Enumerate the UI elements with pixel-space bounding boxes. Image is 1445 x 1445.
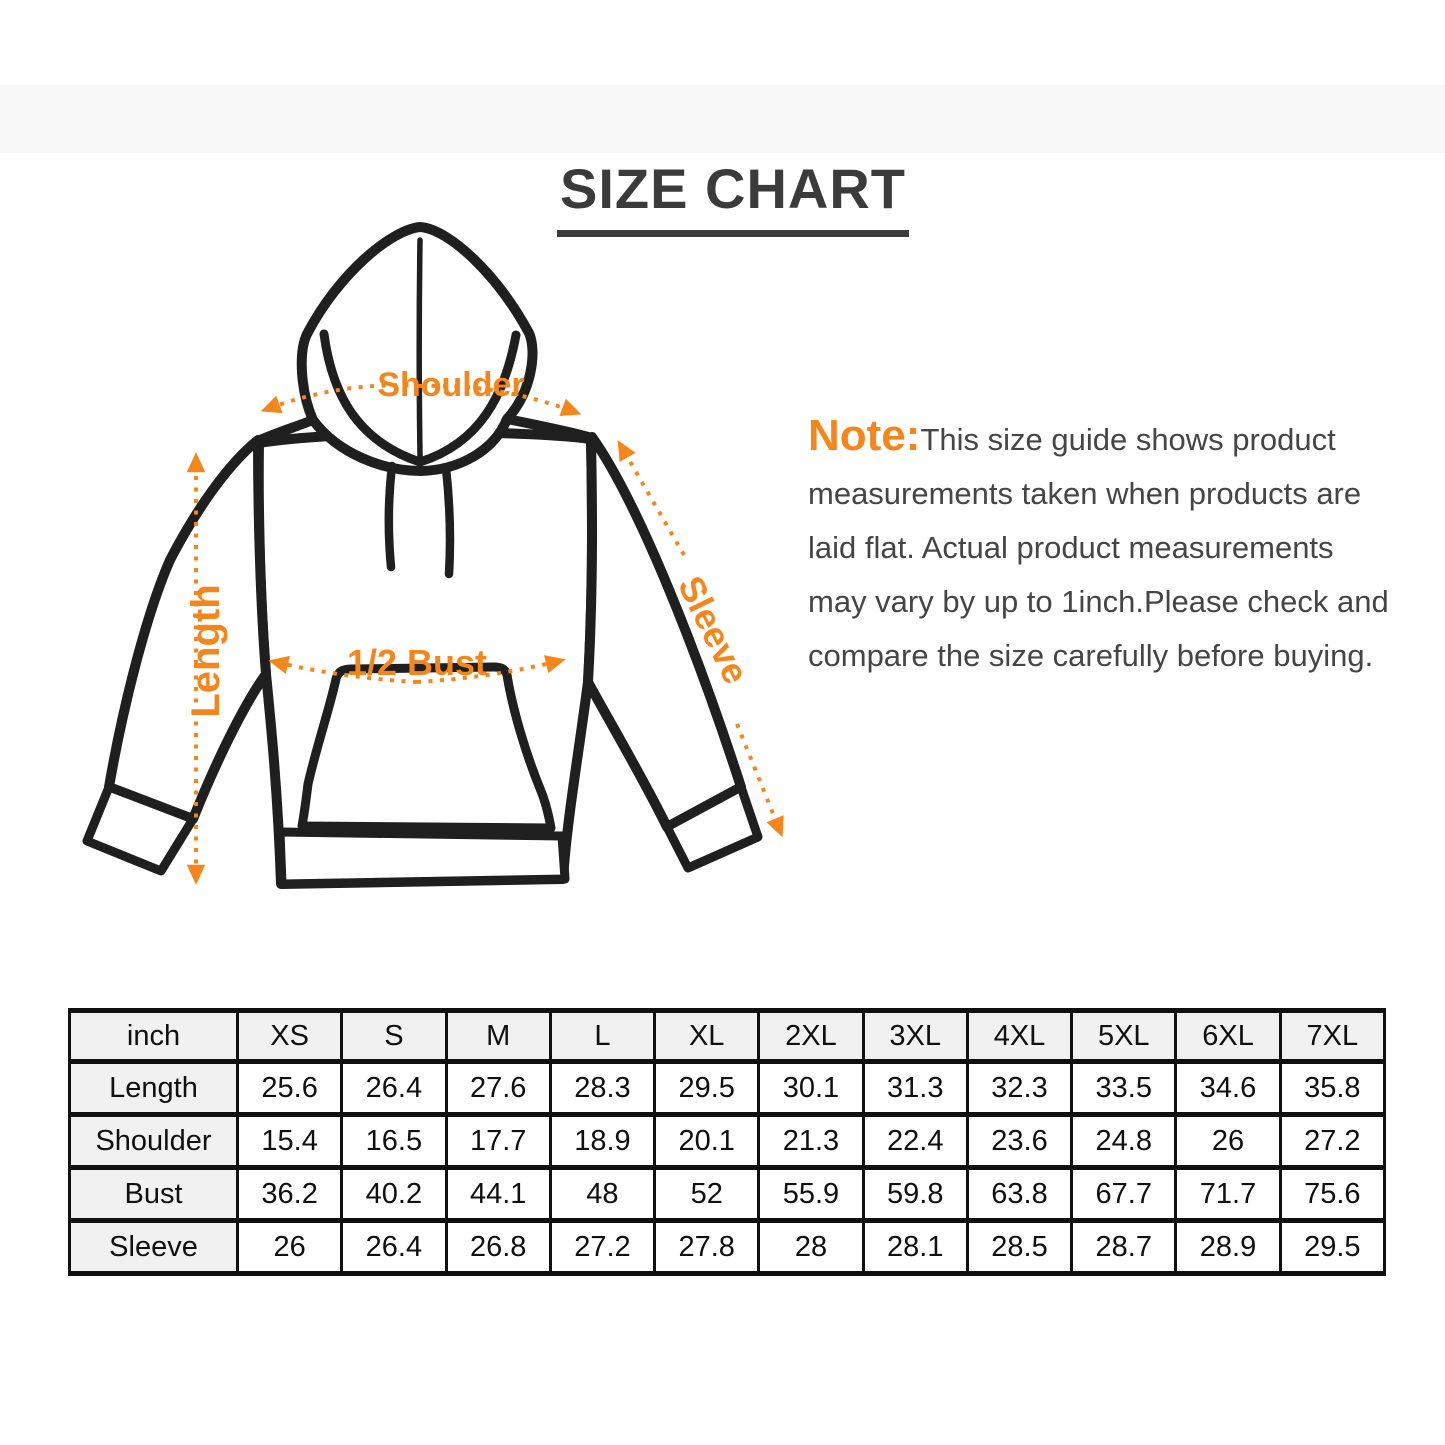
table-size-header: S	[340, 1008, 448, 1064]
table-cell: 26	[235, 1218, 344, 1276]
table-cell: 16.5	[340, 1112, 448, 1170]
table-unit-header: inch	[68, 1008, 239, 1064]
table-size-header: 7XL	[1278, 1008, 1387, 1064]
table-cell: 35.8	[1278, 1059, 1387, 1117]
table-row-label: Bust	[68, 1165, 239, 1223]
table-cell: 75.6	[1278, 1165, 1387, 1223]
shoulder-arrow-right	[419, 383, 582, 417]
table-cell: 59.8	[861, 1165, 969, 1223]
note-label: Note:	[808, 411, 921, 460]
table-cell: 34.6	[1174, 1059, 1282, 1117]
table-row-label: Sleeve	[68, 1218, 239, 1276]
note-block: Note:This size guide shows product measu…	[808, 409, 1445, 683]
table-cell: 26.8	[444, 1218, 552, 1276]
note-line: measurements taken when products are	[808, 476, 1362, 511]
table-size-header: M	[444, 1008, 552, 1064]
shoulder-label: Shoulder	[377, 366, 524, 404]
hoodie-measurement-diagram: Shoulder Length 1/2 Bust Sleeve	[82, 222, 784, 889]
length-label: Length	[184, 584, 228, 717]
table-cell: 28.3	[548, 1059, 657, 1117]
table-cell: 26.4	[340, 1059, 448, 1117]
table-cell: 21.3	[757, 1112, 865, 1170]
table-cell: 28.1	[861, 1218, 969, 1276]
table-row-sleeve: Sleeve 26 26.4 26.8 27.2 27.8 28 28.1 28…	[68, 1218, 1387, 1276]
table-cell: 15.4	[235, 1112, 344, 1170]
table-cell: 27.2	[1278, 1112, 1387, 1170]
table-cell: 23.6	[965, 1112, 1074, 1170]
hoodie-hood-seam	[416, 237, 423, 459]
note-line: compare the size carefully before buying…	[808, 638, 1374, 673]
table-cell: 36.2	[235, 1165, 344, 1223]
hoodie-hem-band	[275, 827, 570, 889]
table-row-label: Length	[68, 1059, 239, 1117]
table-cell: 29.5	[653, 1059, 761, 1117]
hoodie-drawstring-right	[441, 463, 455, 579]
table-cell: 40.2	[340, 1165, 448, 1223]
size-table-header-row: inch XS S M L XL 2XL 3XL 4XL 5XL 6XL 7XL	[68, 1008, 1387, 1064]
table-size-header: L	[548, 1008, 657, 1064]
table-cell: 24.8	[1070, 1112, 1178, 1170]
note-line: Note:This size guide shows product	[808, 409, 1445, 467]
table-size-header: XS	[235, 1008, 344, 1064]
sleeve-arrow-up	[617, 440, 686, 557]
table-cell: 29.5	[1278, 1218, 1387, 1276]
table-cell: 71.7	[1174, 1165, 1282, 1223]
hoodie-drawstring-left	[384, 461, 397, 572]
table-cell: 20.1	[653, 1112, 761, 1170]
table-cell: 28	[757, 1218, 865, 1276]
table-size-header: 5XL	[1070, 1008, 1178, 1064]
table-cell: 27.2	[548, 1218, 657, 1276]
table-size-header: 6XL	[1174, 1008, 1282, 1064]
bust-arrow-left	[268, 655, 418, 684]
note-line: may vary by up to 1inch.Please check and	[808, 584, 1389, 619]
table-row-label: Shoulder	[68, 1112, 239, 1170]
table-row-bust: Bust 36.2 40.2 44.1 48 52 55.9 59.8 63.8…	[68, 1165, 1387, 1223]
table-size-header: 4XL	[965, 1008, 1074, 1064]
table-cell: 52	[653, 1165, 761, 1223]
table-cell: 26.4	[340, 1218, 448, 1276]
sleeve-arrow-down	[735, 723, 784, 838]
table-cell: 28.7	[1070, 1218, 1178, 1276]
hoodie-left-shoulder-seam	[253, 415, 318, 446]
table-cell: 27.6	[444, 1059, 552, 1117]
bust-arrow-right	[416, 655, 566, 684]
note-line: laid flat. Actual product measurements	[808, 530, 1334, 565]
page-title: SIZE CHART	[557, 156, 909, 237]
table-cell: 31.3	[861, 1059, 969, 1117]
hoodie-pocket	[297, 662, 556, 833]
table-cell: 22.4	[861, 1112, 969, 1170]
table-cell: 30.1	[757, 1059, 865, 1117]
table-cell: 28.5	[965, 1218, 1074, 1276]
half-bust-label: 1/2 Bust	[347, 642, 487, 683]
table-cell: 28.9	[1174, 1218, 1282, 1276]
table-cell: 26	[1174, 1112, 1282, 1170]
table-cell: 55.9	[757, 1165, 865, 1223]
table-size-header: 2XL	[757, 1008, 865, 1064]
hoodie-right-shoulder-seam	[502, 414, 597, 443]
hoodie-left-cuff	[82, 782, 198, 876]
table-cell: 48	[548, 1165, 657, 1223]
table-cell: 18.9	[548, 1112, 657, 1170]
table-cell: 67.7	[1070, 1165, 1178, 1223]
table-cell: 32.3	[965, 1059, 1074, 1117]
table-cell: 25.6	[235, 1059, 344, 1117]
table-size-header: 3XL	[861, 1008, 969, 1064]
hoodie-right-cuff	[662, 782, 763, 873]
table-row-shoulder: Shoulder 15.4 16.5 17.7 18.9 20.1 21.3 2…	[68, 1112, 1387, 1170]
background-band	[0, 85, 1445, 153]
hoodie-right-sleeve	[583, 432, 746, 832]
hoodie-hood-opening	[319, 329, 521, 467]
table-row-length: Length 25.6 26.4 27.6 28.3 29.5 30.1 31.…	[68, 1059, 1387, 1117]
table-cell: 17.7	[444, 1112, 552, 1170]
note-text: This size guide shows product	[920, 422, 1336, 457]
table-cell: 44.1	[444, 1165, 552, 1223]
size-table: inch XS S M L XL 2XL 3XL 4XL 5XL 6XL 7XL…	[68, 1008, 1387, 1276]
table-cell: 27.8	[653, 1218, 761, 1276]
table-size-header: XL	[653, 1008, 761, 1064]
table-cell: 63.8	[965, 1165, 1074, 1223]
table-cell: 33.5	[1070, 1059, 1178, 1117]
